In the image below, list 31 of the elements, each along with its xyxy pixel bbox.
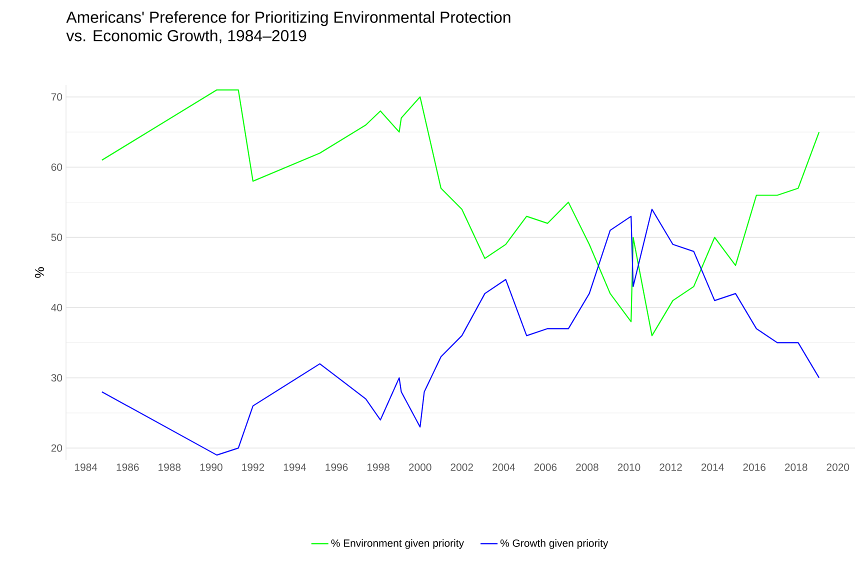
x-tick-label: 1996 (326, 464, 348, 471)
y-tick-label: 60 (51, 163, 62, 171)
x-tick-label: 1990 (200, 464, 222, 471)
y-tick-label: 70 (51, 93, 62, 101)
x-tick-label: 1992 (242, 464, 264, 471)
x-tick-label: 1984 (75, 464, 98, 471)
x-tick-label: 1998 (367, 464, 390, 471)
y-tick-label: 50 (51, 234, 62, 242)
x-tick-label: 1986 (116, 464, 139, 471)
x-tick-label: 2006 (534, 464, 557, 471)
y-tick-label: 30 (51, 374, 62, 382)
x-tick-label: 2000 (408, 464, 432, 471)
legend-label: % Growth given priority (500, 539, 608, 549)
x-tick-label: 1994 (284, 464, 306, 471)
y-tick-label: 40 (51, 304, 62, 312)
line-series (101, 208, 820, 456)
chart-title: Americans' Preference for Prioritizing Environmental Protection vs. Economic Growth, 1984–2019 (66, 11, 510, 44)
x-tick-label: 2020 (826, 464, 850, 471)
x-tick-label: 2004 (492, 464, 515, 471)
x-tick-label: 1988 (158, 464, 181, 471)
x-tick-label: 2002 (450, 464, 473, 471)
x-tick-label: 2014 (701, 464, 724, 471)
x-tick-label: 2018 (784, 464, 808, 471)
legend-label: % Environment given priority (331, 539, 464, 549)
y-tick-label: 20 (51, 444, 62, 452)
x-tick-label: 2008 (576, 464, 598, 471)
x-tick-label: 2012 (660, 464, 682, 471)
line-series (101, 89, 820, 336)
x-tick-label: 2010 (618, 464, 640, 471)
x-tick-label: 2016 (743, 464, 766, 471)
y-axis-title: % (34, 267, 44, 278)
